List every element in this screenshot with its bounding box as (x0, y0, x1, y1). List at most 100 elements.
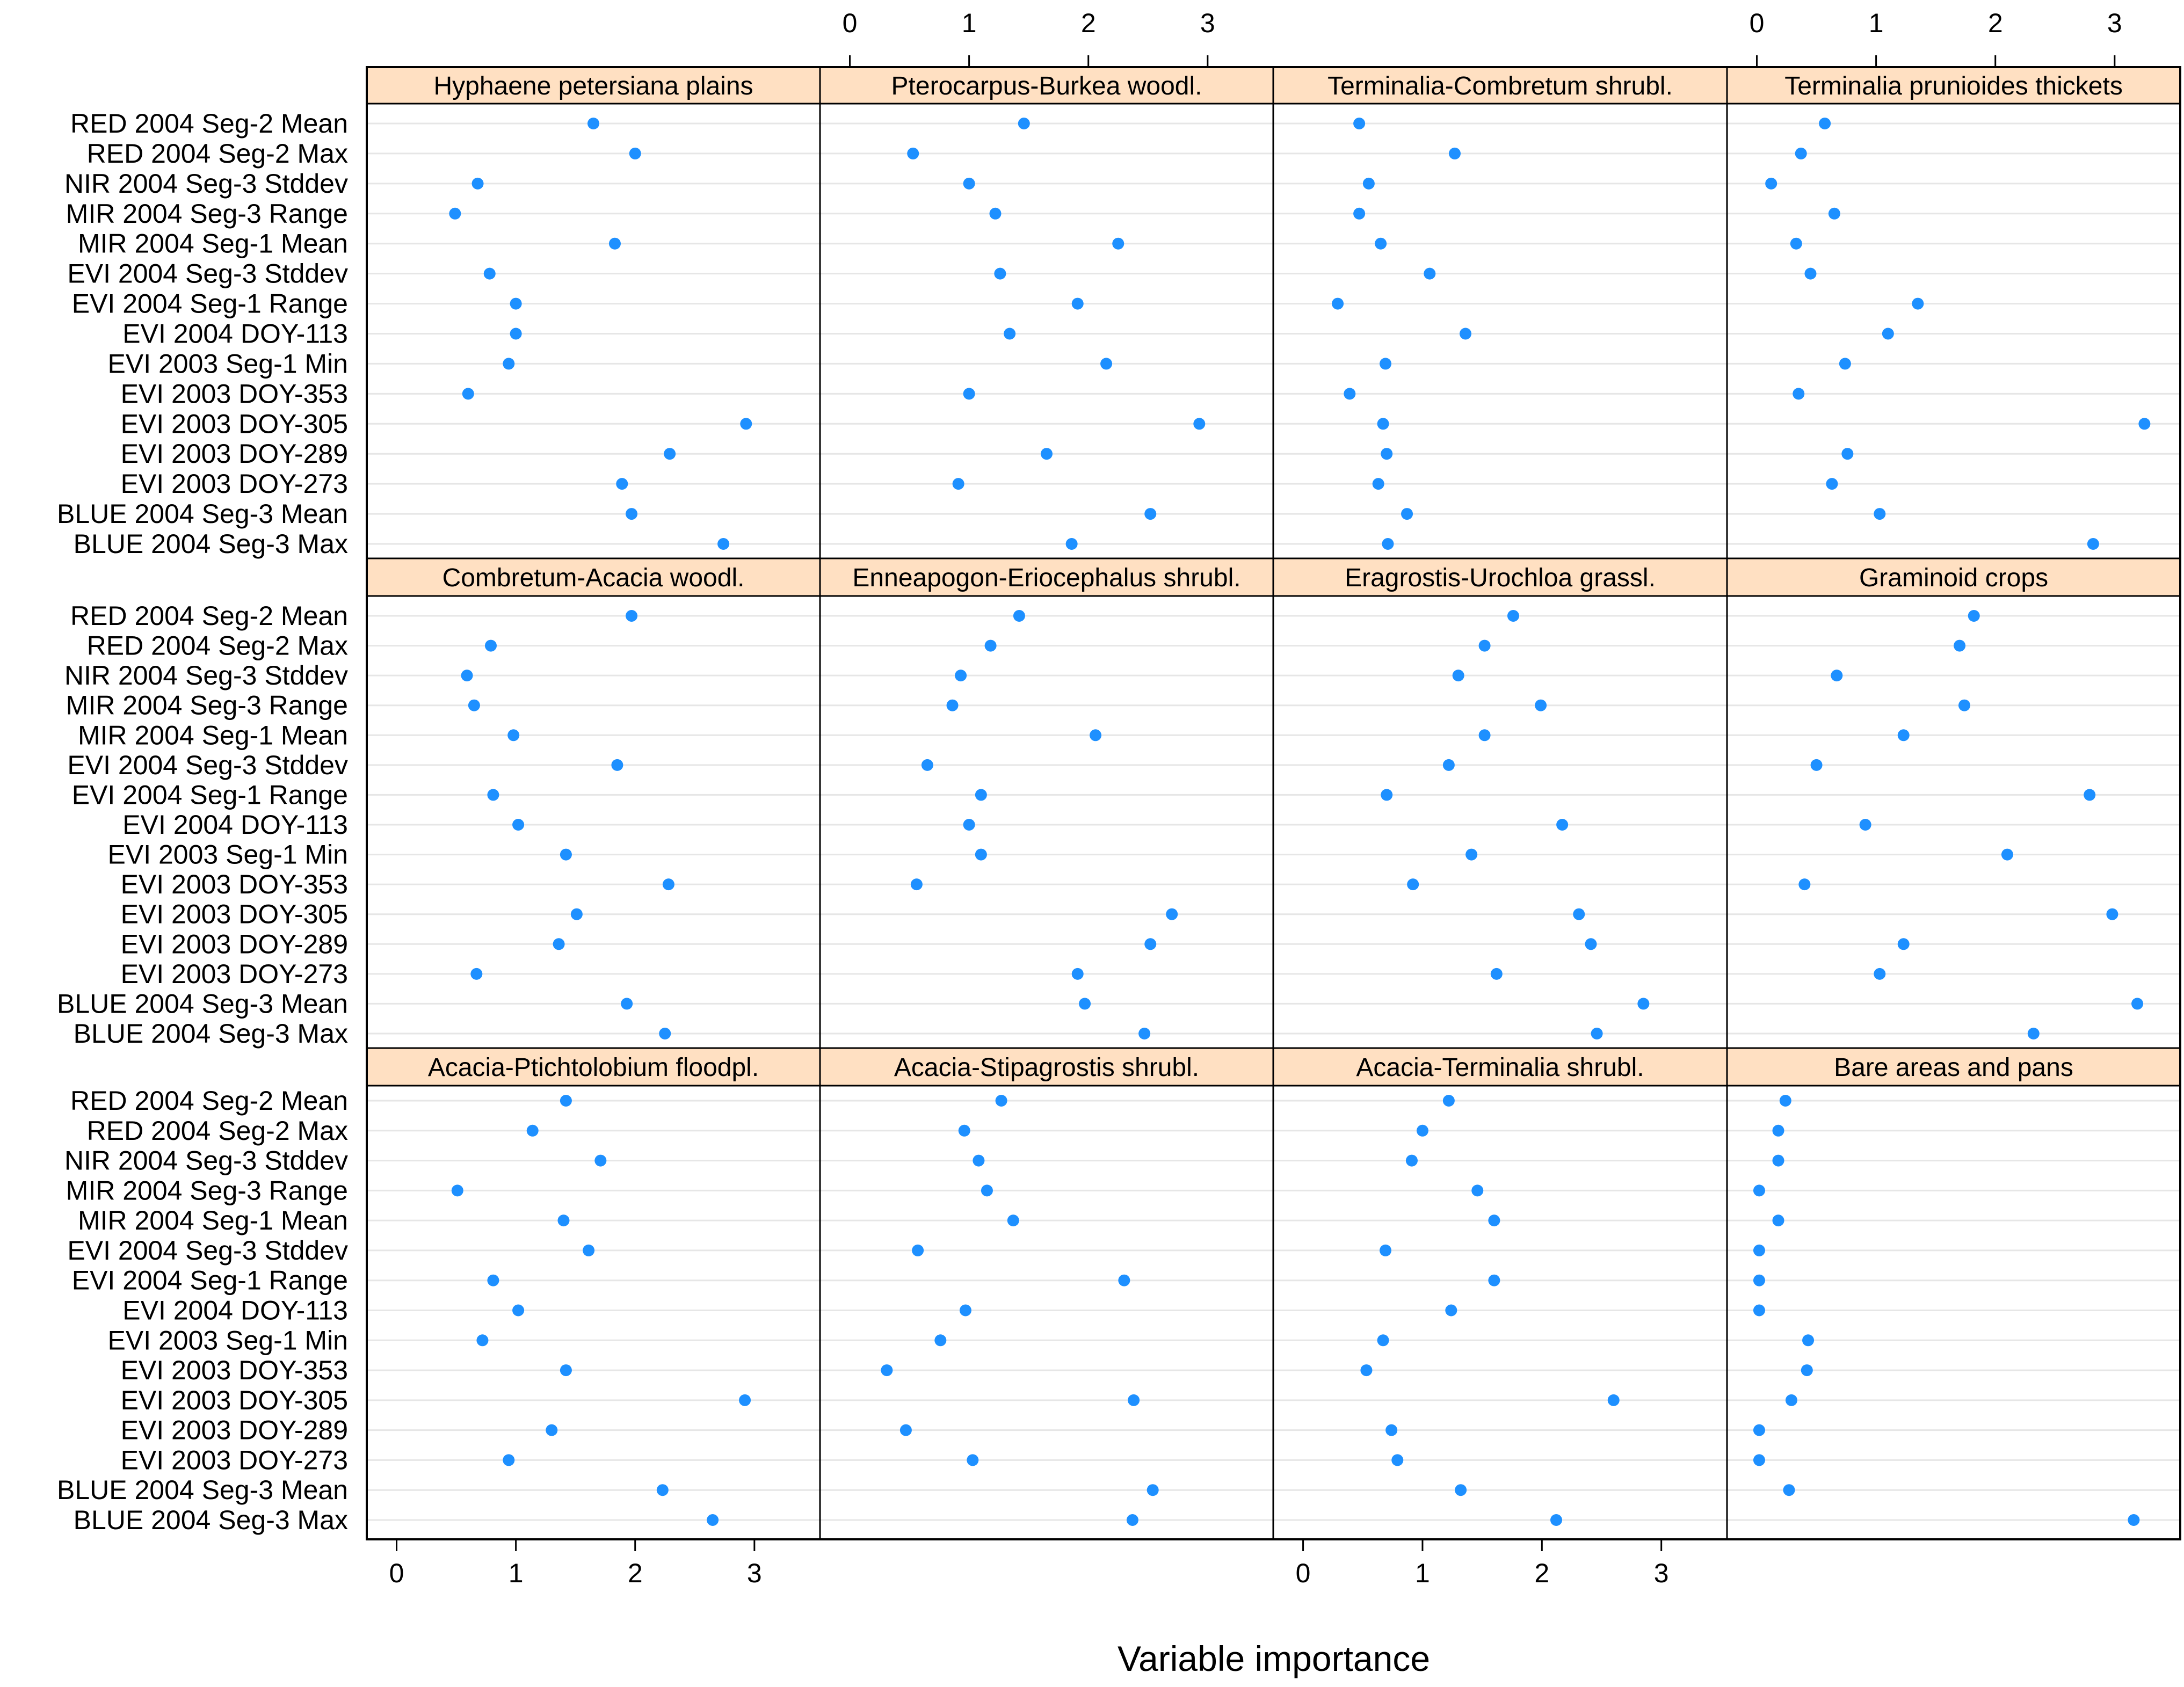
data-point (1372, 478, 1384, 490)
data-point (2087, 538, 2099, 550)
data-point (587, 118, 599, 129)
data-point (1079, 998, 1091, 1010)
strip-background (819, 557, 1274, 597)
y-tick-label: EVI 2003 DOY-353 (121, 379, 348, 409)
x-tick-label: 0 (1296, 1558, 1311, 1588)
y-tick-label: MIR 2004 Seg-1 Mean (78, 1205, 348, 1235)
y-tick-label: EVI 2003 DOY-353 (121, 869, 348, 899)
x-tick-label: 1 (1415, 1558, 1430, 1588)
y-tick-label: EVI 2003 DOY-353 (121, 1355, 348, 1385)
data-point (594, 1154, 607, 1167)
data-point (1018, 118, 1030, 129)
data-point (461, 670, 473, 682)
y-tick-label: RED 2004 Seg-2 Max (87, 1116, 348, 1146)
data-point (952, 478, 964, 490)
strip-background (1272, 557, 1728, 597)
data-point (707, 1514, 719, 1526)
x-tick-label: 3 (1200, 8, 1215, 38)
data-point (656, 1484, 669, 1496)
data-point (994, 267, 1006, 280)
data-point (471, 177, 484, 190)
data-point (510, 328, 522, 340)
data-point (507, 729, 520, 741)
data-point (1144, 938, 1157, 950)
data-point (1455, 1484, 1467, 1496)
data-point (503, 358, 515, 370)
data-point (1138, 1028, 1151, 1039)
data-point (1353, 118, 1366, 129)
data-point (1090, 729, 1102, 741)
x-tick-label: 0 (843, 8, 858, 38)
panel-frame (366, 1085, 821, 1540)
data-point (1100, 358, 1113, 370)
data-point (1407, 878, 1419, 891)
data-point (1753, 1184, 1765, 1197)
y-tick-label: EVI 2003 DOY-305 (121, 409, 348, 439)
data-point (1424, 267, 1436, 280)
data-point (1460, 328, 1472, 340)
data-point (546, 1424, 558, 1436)
data-point (1607, 1394, 1620, 1406)
y-tick-label: EVI 2004 Seg-1 Range (72, 780, 348, 810)
strip-label: Terminalia-Combretum shrubl. (1327, 72, 1673, 100)
data-point (553, 938, 565, 950)
strip-label: Acacia-Ptichtolobium floodpl. (428, 1053, 759, 1082)
data-point (484, 639, 497, 652)
x-axis-title: Variable importance (1118, 1639, 1430, 1678)
data-point (1556, 819, 1569, 831)
data-point (560, 848, 572, 861)
data-point (560, 1095, 572, 1107)
data-point (583, 1244, 595, 1256)
data-point (1573, 908, 1585, 920)
data-point (616, 478, 628, 490)
x-tick-label: 1 (1869, 8, 1884, 38)
strip-label: Graminoid crops (1859, 564, 2048, 592)
data-point (963, 819, 975, 831)
y-tick-label: RED 2004 Seg-2 Mean (70, 1086, 348, 1116)
data-point (1004, 328, 1016, 340)
data-point (608, 237, 621, 250)
data-point (487, 789, 499, 801)
data-point (1007, 1215, 1019, 1227)
data-point (1790, 237, 1802, 250)
data-point (1859, 819, 1871, 831)
panel: Graminoid crops (1726, 557, 2181, 1049)
data-point (1912, 297, 1924, 310)
panel: Enneapogon-Eriocephalus shrubl. (819, 557, 1274, 1049)
y-tick-label: BLUE 2004 Seg-3 Max (74, 529, 348, 559)
data-point (1828, 207, 1840, 220)
data-point (907, 147, 919, 159)
data-point (1375, 237, 1387, 250)
y-tick-label: EVI 2004 Seg-3 Stddev (67, 259, 348, 289)
strip-label: Bare areas and pans (1834, 1053, 2073, 1082)
data-point (476, 1334, 489, 1347)
data-point (1488, 1215, 1500, 1227)
data-point (1377, 1334, 1389, 1347)
panel-frame (1272, 595, 1728, 1049)
data-point (1772, 1215, 1784, 1227)
data-point (449, 207, 461, 220)
y-tick-label: EVI 2003 DOY-305 (121, 1385, 348, 1415)
data-point (958, 1124, 970, 1137)
strip-label: Terminalia prunioides thickets (1784, 72, 2123, 100)
data-point (487, 1274, 499, 1286)
panel-frame (1726, 595, 2181, 1049)
data-point (1968, 610, 1980, 622)
data-point (963, 177, 975, 190)
data-point (981, 1184, 993, 1197)
data-point (1793, 388, 1805, 400)
y-tick-label: EVI 2003 Seg-1 Min (108, 348, 349, 379)
data-point (1535, 699, 1547, 711)
data-point (1798, 878, 1811, 891)
y-tick-label: NIR 2004 Seg-3 Stddev (64, 1146, 348, 1176)
panel: Acacia-Stipagrostis shrubl. (819, 1047, 1274, 1540)
data-point (910, 878, 923, 891)
y-tick-label: RED 2004 Seg-2 Max (87, 631, 348, 661)
data-point (2001, 848, 2013, 861)
data-point (560, 1364, 572, 1377)
data-point (995, 1095, 1007, 1107)
data-point (1391, 1454, 1404, 1466)
data-point (1591, 1028, 1603, 1039)
data-point (1381, 789, 1393, 801)
data-point (659, 1028, 671, 1039)
